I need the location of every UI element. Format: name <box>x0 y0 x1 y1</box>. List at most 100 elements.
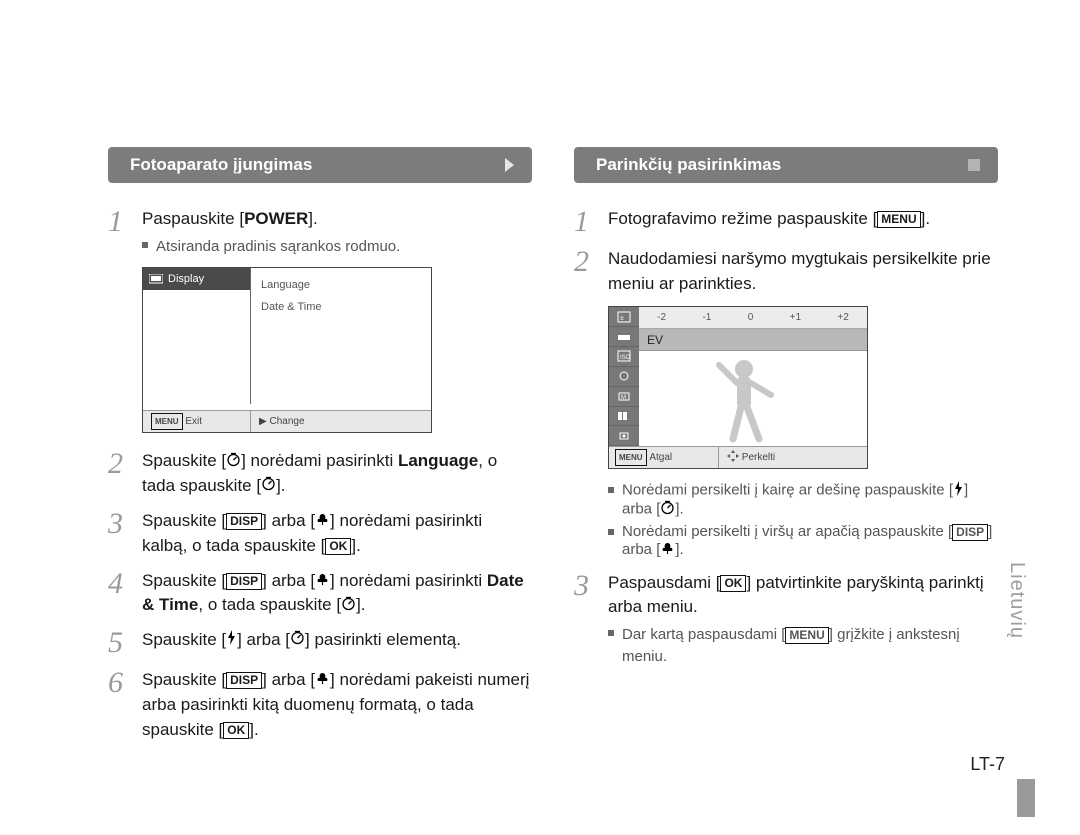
move-icon <box>727 450 739 465</box>
text: ] norėdami pasirinkti <box>241 451 398 470</box>
text: ]. <box>351 536 360 555</box>
step-number: 5 <box>108 628 142 658</box>
person-silhouette <box>699 357 789 452</box>
flash-icon <box>953 481 964 500</box>
step-1: 1 Paspauskite [POWER]. Atsiranda pradini… <box>108 207 532 257</box>
move-label: Perkelti <box>742 452 775 463</box>
step-number: 1 <box>574 207 608 237</box>
step-5: 5 Spauskite [ ] arba [ ] pasirinkti elemen… <box>108 628 532 658</box>
right-column: Parinkčių pasirinkimas 1 Fotografavimo r… <box>574 147 998 752</box>
step-1: 1 Fotografavimo režime paspauskite [MENU… <box>574 207 998 237</box>
text: Paspauskite [ <box>142 209 244 228</box>
play-icon <box>505 158 514 172</box>
step-4: 4 Spauskite [DISP] arba [] norėdami pasi… <box>108 569 532 619</box>
bullet: Dar kartą paspausdami [MENU] grįžkite į … <box>608 624 998 668</box>
text: ]. <box>308 209 317 228</box>
left-column: Fotoaparato įjungimas 1 Paspauskite [POW… <box>108 147 532 752</box>
menu-btn: MENU <box>785 627 828 644</box>
text: ] norėdami pasirinkti <box>330 571 487 590</box>
menu-screen-illustration: ± ISO M -2 -1 0 +1 +2 EV <box>608 306 868 469</box>
setup-screen-illustration: Display Language Date & Time MENU Exit ▶… <box>142 267 432 433</box>
timer-icon <box>660 500 675 519</box>
sidebar-icon-face <box>609 367 639 387</box>
menu-btn: MENU <box>877 211 920 228</box>
menu-item: Language <box>261 274 322 296</box>
left-header-text: Fotoaparato įjungimas <box>130 155 312 175</box>
step-number: 1 <box>108 207 142 237</box>
disp-btn: DISP <box>226 513 262 530</box>
disp-btn: DISP <box>226 573 262 590</box>
macro-icon <box>315 509 330 534</box>
bullet: Atsiranda pradinis sąrankos rodmuo. <box>142 236 532 258</box>
timer-icon <box>226 450 241 475</box>
change-label: Change <box>269 416 304 427</box>
ok-btn: OK <box>720 575 746 592</box>
sidebar-icon-metering <box>609 426 639 446</box>
tick: -1 <box>702 312 711 323</box>
right-header-text: Parinkčių pasirinkimas <box>596 155 781 175</box>
timer-icon <box>341 594 356 619</box>
text: Spauskite [ <box>142 630 226 649</box>
text: Fotografavimo režime paspauskite [ <box>608 209 877 228</box>
svg-text:ISO: ISO <box>620 355 631 361</box>
timer-icon <box>261 474 276 499</box>
macro-icon <box>660 541 675 559</box>
tick: +1 <box>790 312 801 323</box>
macro-icon <box>315 569 330 594</box>
text: Norėdami persikelti į kairę ar dešinę pa… <box>622 482 953 499</box>
text: Spauskite [ <box>142 451 226 470</box>
step-number: 2 <box>574 247 608 277</box>
disp-btn: DISP <box>226 672 262 689</box>
display-tab: Display <box>143 268 250 290</box>
text: Norėdami persikelti į viršų ar apačią pa… <box>622 523 952 540</box>
text: Dar kartą paspausdami [ <box>622 626 785 643</box>
step-number: 2 <box>108 449 142 479</box>
tab-marker <box>1017 779 1035 817</box>
bullet: Norėdami persikelti į kairę ar dešinę pa… <box>608 481 998 519</box>
left-section-header: Fotoaparato įjungimas <box>108 147 532 183</box>
sidebar-icon-quality <box>609 407 639 427</box>
text: ] arba [ <box>262 571 315 590</box>
menu-btn-label: MENU <box>151 413 183 430</box>
menu-item: Date & Time <box>261 296 322 318</box>
text: ]. <box>675 501 683 518</box>
flash-icon <box>226 628 237 653</box>
text: ] arba [ <box>262 670 315 689</box>
text: ] pasirinkti elementą. <box>305 630 461 649</box>
power-label: POWER <box>244 209 308 228</box>
ok-btn: OK <box>325 538 351 555</box>
language-label: Language <box>398 451 478 470</box>
sidebar-icon-wb <box>609 327 639 347</box>
sidebar-icon-iso: ISO <box>609 347 639 367</box>
step-2: 2 Naudodamiesi naršymo mygtukais persike… <box>574 247 998 296</box>
step-6: 6 Spauskite [DISP] arba [] norėdami pake… <box>108 668 532 742</box>
page-number: LT-7 <box>970 754 1005 775</box>
step-number: 6 <box>108 668 142 698</box>
bullet-text: Atsiranda pradinis sąrankos rodmuo. <box>156 236 400 258</box>
text: Paspausdami [ <box>608 573 720 592</box>
svg-text:±: ± <box>620 315 624 322</box>
svg-text:M: M <box>621 395 626 401</box>
step-3: 3 Spauskite [DISP] arba [] norėdami pasi… <box>108 509 532 558</box>
menu-btn-label: MENU <box>615 449 647 466</box>
timer-icon <box>290 628 305 653</box>
ok-btn: OK <box>223 722 249 739</box>
macro-icon <box>315 668 330 693</box>
text: ] arba [ <box>237 630 290 649</box>
tick: +2 <box>837 312 848 323</box>
display-label: Display <box>168 273 204 285</box>
text: ]. <box>356 595 365 614</box>
disp-btn: DISP <box>952 524 988 541</box>
text: , o tada spauskite [ <box>198 595 341 614</box>
text: Spauskite [ <box>142 511 226 530</box>
exit-label: Exit <box>185 416 202 427</box>
tick: -2 <box>657 312 666 323</box>
step-number: 4 <box>108 569 142 599</box>
display-icon <box>149 274 163 284</box>
tick: 0 <box>748 312 754 323</box>
text: ]. <box>921 209 930 228</box>
language-side-label: Lietuvių <box>1005 562 1028 639</box>
stop-icon <box>968 159 980 171</box>
bullet: Norėdami persikelti į viršų ar apačią pa… <box>608 523 998 559</box>
text: Naudodamiesi naršymo mygtukais persikelk… <box>608 249 991 293</box>
